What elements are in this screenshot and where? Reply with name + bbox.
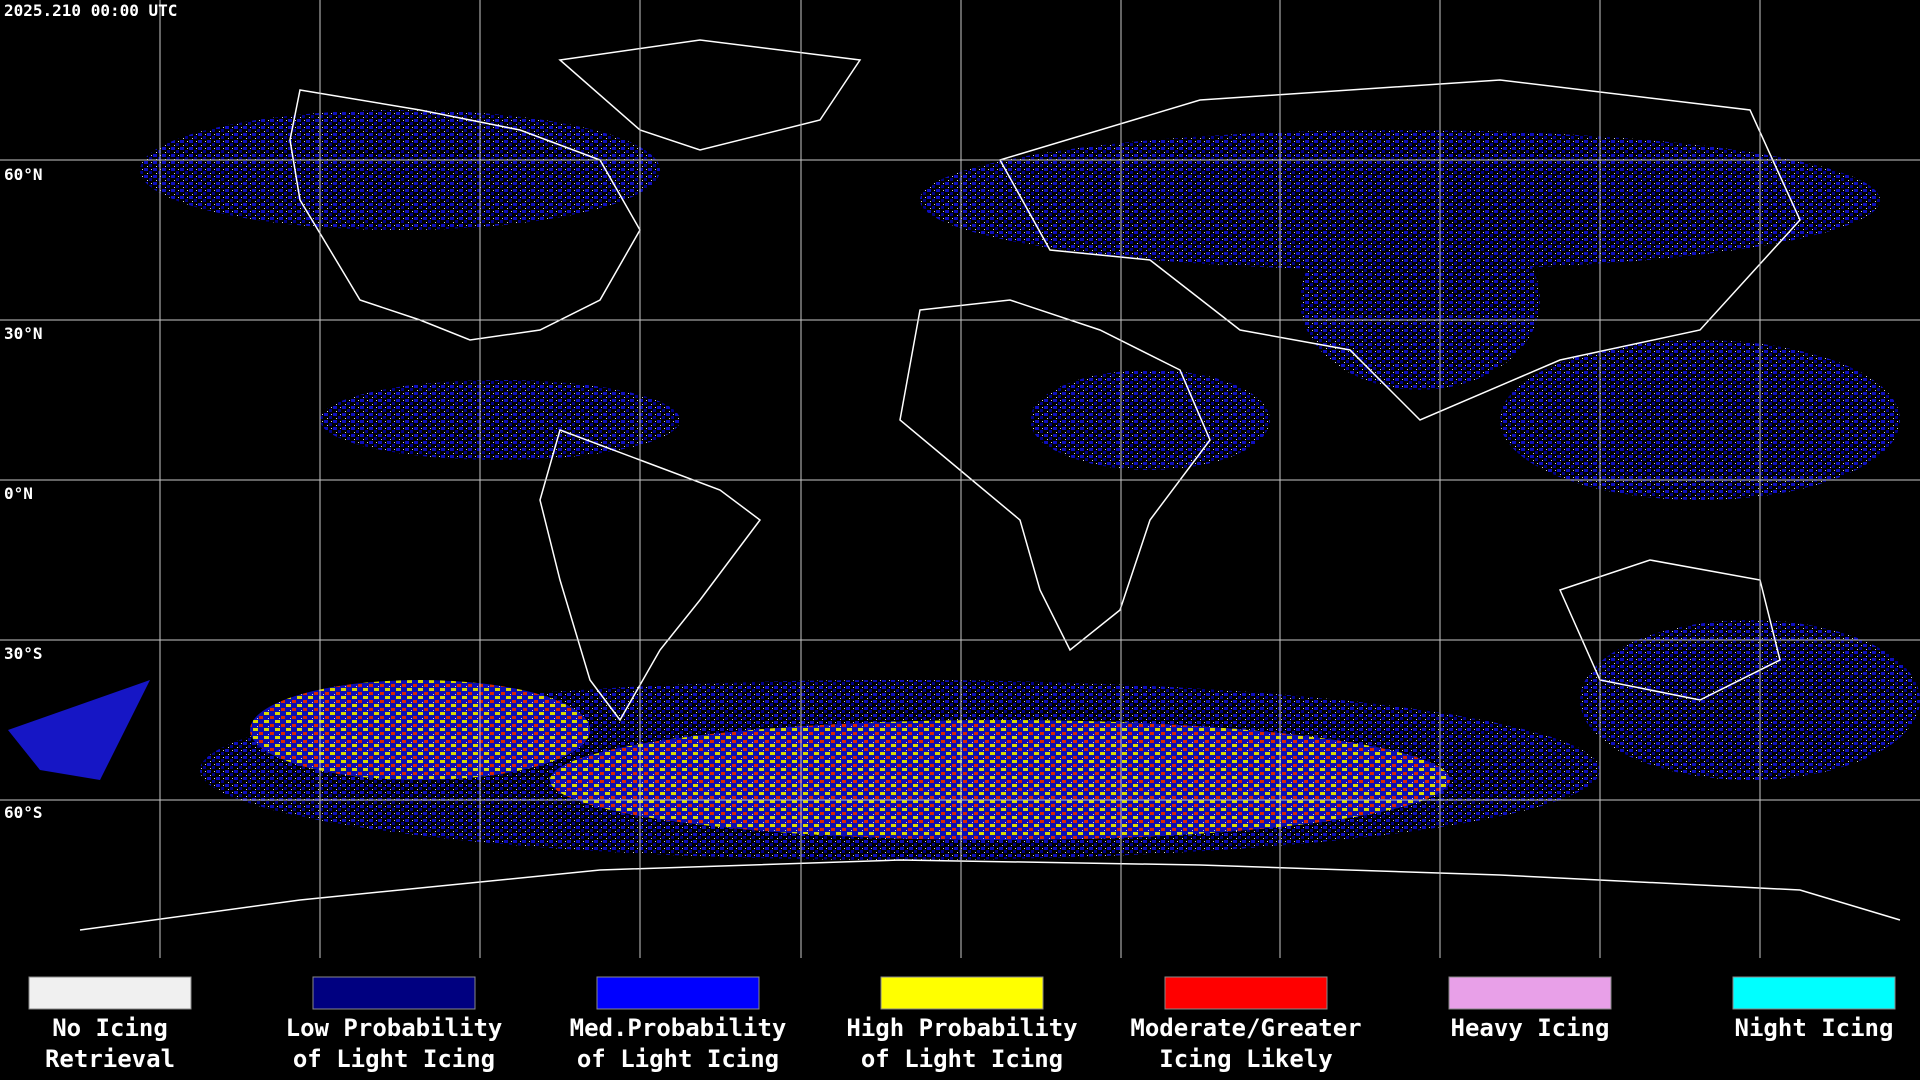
legend-swatch	[1164, 976, 1328, 1010]
legend-label: of Light Icing	[293, 1045, 495, 1073]
legend-swatch	[880, 976, 1044, 1010]
legend-swatch	[312, 976, 476, 1010]
legend-swatch	[596, 976, 760, 1010]
legend-label: Icing Likely	[1159, 1045, 1332, 1073]
legend-label: No Icing	[52, 1014, 168, 1042]
graticule	[0, 0, 1920, 958]
legend-label: of Light Icing	[861, 1045, 1063, 1073]
latitude-label: 30°N	[4, 324, 43, 343]
icing-regions	[8, 110, 1920, 860]
legend-swatch	[1732, 976, 1896, 1010]
legend-label: Heavy Icing	[1451, 1014, 1610, 1042]
latitude-label: 0°N	[4, 484, 33, 503]
legend-label: Low Probability	[286, 1014, 503, 1042]
latitude-label: 60°N	[4, 165, 43, 184]
legend-label: Med.Probability	[570, 1014, 787, 1042]
legend-swatch	[1448, 976, 1612, 1010]
legend: No Icing Retrieval Low Probability of Light…	[28, 976, 1896, 1073]
legend-label: of Light Icing	[577, 1045, 779, 1073]
legend-label: Night Icing	[1735, 1014, 1894, 1042]
timestamp: 2025.210 00:00 UTC	[4, 1, 177, 20]
legend-label: Moderate/Greater	[1130, 1014, 1361, 1042]
legend-label: Retrieval	[45, 1045, 175, 1073]
latitude-label: 60°S	[4, 803, 43, 822]
latitude-label: 30°S	[4, 644, 43, 663]
legend-label: High Probability	[846, 1014, 1077, 1042]
legend-swatch	[28, 976, 192, 1010]
